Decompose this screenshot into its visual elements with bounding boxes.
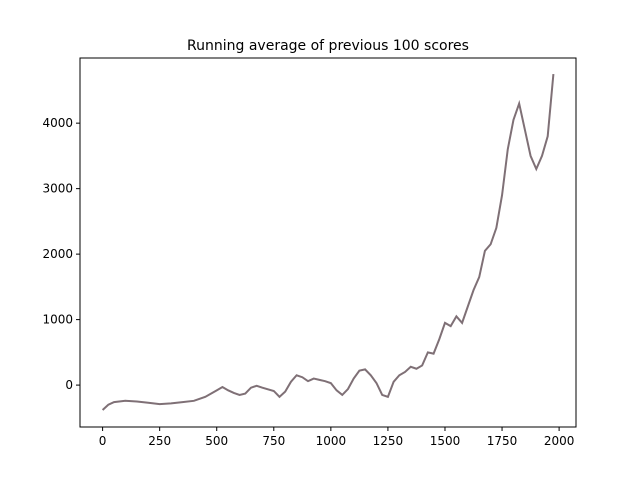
x-tick-label: 2000 (544, 434, 575, 448)
plot-frame (79, 57, 577, 428)
chart-title: Running average of previous 100 scores (187, 38, 469, 54)
x-tick-label: 500 (205, 434, 228, 448)
x-tick-label: 250 (148, 434, 171, 448)
y-tick-label: 2000 (42, 247, 73, 261)
x-tick-label: 1500 (430, 434, 461, 448)
line-series (101, 73, 555, 411)
x-tick-label: 750 (262, 434, 285, 448)
y-tick-label: 1000 (42, 313, 73, 327)
y-tick-label: 0 (65, 378, 73, 392)
x-tick-label: 1750 (487, 434, 518, 448)
x-tick-label: 1250 (373, 434, 404, 448)
y-tick-label: 3000 (42, 182, 73, 196)
x-tick-label: 1000 (316, 434, 347, 448)
x-tick-label: 0 (99, 434, 107, 448)
y-tick-label: 4000 (42, 116, 73, 130)
